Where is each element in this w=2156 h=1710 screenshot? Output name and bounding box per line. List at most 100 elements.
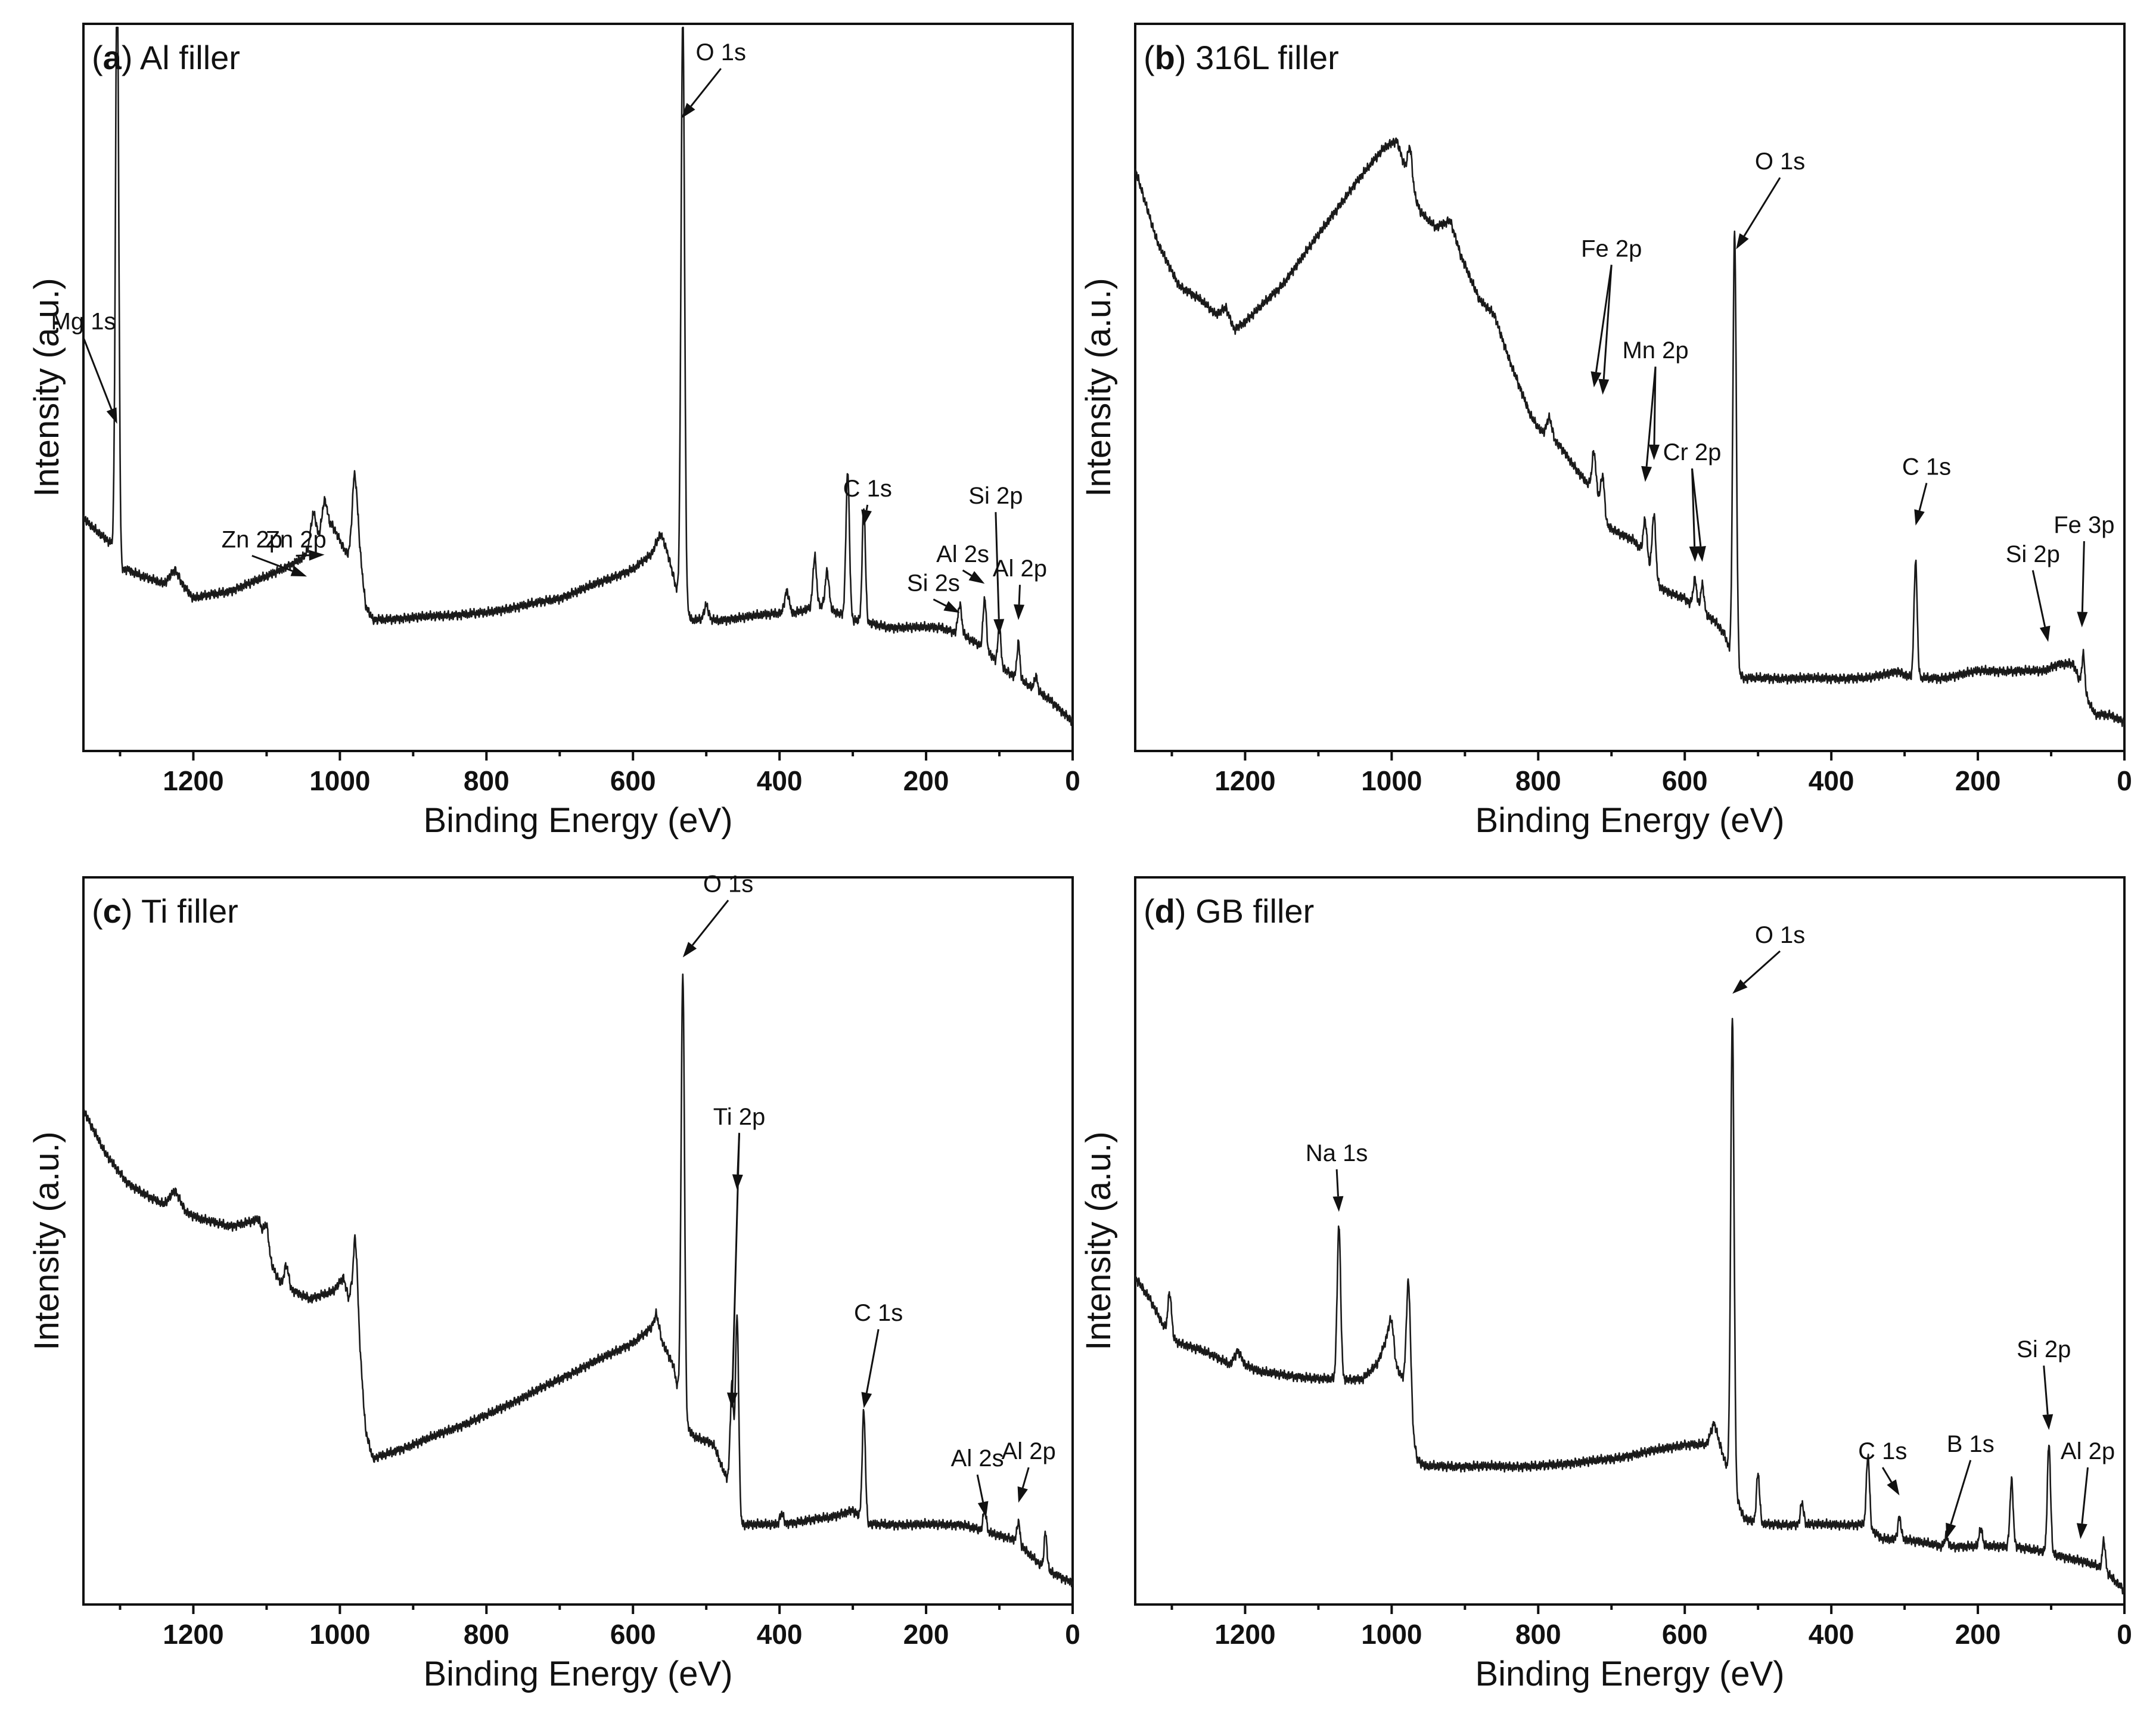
peak-label: Al 2s [951,1445,1004,1472]
peak-arrow [1743,177,1781,237]
peak-arrow-head [1017,1486,1028,1503]
panel-title-open: ( [1144,892,1155,930]
peak-arrow [1691,468,1702,547]
peak-arrow [1602,265,1613,380]
panel-title-open: ( [92,39,103,76]
peak-arrow-head [1014,604,1025,620]
x-tick-label: 800 [464,1619,510,1650]
plot-frame [1134,876,2126,1606]
x-tick-label: 1200 [163,1619,223,1650]
peak-arrow [1595,265,1613,373]
plot-frame [82,876,1074,1606]
peak-arrow-head [1914,509,1925,526]
peak-label: Fe 3p [2054,512,2114,538]
peak-arrow-head [1695,545,1706,562]
peak-label: Mg 1s [51,308,116,334]
peak-arrow [976,1474,984,1503]
peak-arrow [1021,1467,1030,1488]
x-tick-label: 0 [2117,1619,2132,1650]
peak-arrow-head [943,601,960,613]
panel-title-text: ) Ti filler [122,892,238,930]
chart-panel-b: 1200 1000 800 600 400 200 0 Binding Energy (eV)… [1079,23,2132,840]
peak-label: Ti 2p [713,1104,765,1130]
peak-arrow-head [681,103,695,119]
x-axis-label: Binding Energy (eV) [1475,1655,1784,1693]
x-tick-label: 200 [1955,765,2001,796]
panel-letter: a [103,39,122,76]
chart-panel-d: 1200 1000 800 600 400 200 0 Binding Energy (eV)… [1079,876,2132,1693]
x-tick-label: 1000 [309,765,370,796]
peak-arrow [2081,541,2085,612]
plot-frame [1134,23,2126,752]
panel-title: (c) Ti filler [92,892,238,930]
peak-arrow-head [861,1392,872,1408]
peak-arrow-head [1641,465,1652,482]
peak-label: Si 2p [968,483,1023,509]
peak-arrow [1950,1460,1972,1525]
peak-label: Al 2s [936,541,989,567]
x-tick-label: 1200 [1214,765,1275,796]
peak-arrow-head [2039,625,2051,642]
peak-arrow [690,68,722,107]
x-tick-label: 800 [1515,765,1561,796]
panel-title-open: ( [1144,39,1155,76]
peak-arrow-head [968,571,985,584]
panel-title-text: ) Al filler [122,39,240,76]
peak-arrow-head [682,942,697,958]
x-tick-label: 0 [1065,1619,1080,1650]
peak-arrow [82,337,113,410]
peak-arrow [2031,570,2046,627]
x-tick-label: 0 [2117,765,2132,796]
peak-arrow-head [1590,371,1602,387]
x-tick-label: 1000 [1361,1619,1422,1650]
peak-arrow [691,899,729,946]
peak-arrow [995,512,1000,619]
peak-arrow [865,1329,880,1394]
peak-arrow-head [1598,378,1610,395]
x-axis-label: Binding Energy (eV) [423,801,732,840]
plot-frame [82,23,1074,752]
y-axis-label: Intensity (a.u.) [27,278,66,496]
x-tick-label: 1000 [1361,765,1422,796]
peak-arrow [1653,367,1657,445]
peak-arrow [2043,1365,2049,1415]
peak-label: Al 2p [2061,1438,2115,1464]
y-axis-label: Intensity (a.u.) [1079,1131,1118,1350]
spectrum-line [1134,137,2126,727]
peak-label: Mn 2p [1622,337,1688,364]
peak-arrow-head [2077,612,2088,628]
peak-arrow-head [726,1392,738,1408]
peak-arrow [933,598,947,607]
peak-arrow [962,569,973,577]
x-tick-label: 200 [903,765,949,796]
x-axis-label: Binding Energy (eV) [423,1655,732,1693]
x-tick-label: 400 [757,1619,803,1650]
peak-arrow [1918,483,1928,511]
peak-arrow-head [861,509,872,526]
chart-panel-c: 1200 1000 800 600 400 200 0 Binding Energy (eV)… [27,871,1080,1693]
panel-title: (a) Al filler [92,39,240,76]
peak-arrow-head [1736,233,1749,250]
peak-label: C 1s [1902,454,1951,480]
peak-arrow-head [993,619,1005,635]
peak-arrow [1018,585,1021,605]
panel-title: (b) 316L filler [1144,39,1339,76]
peak-label: O 1s [1755,148,1805,175]
peak-label: C 1s [854,1300,903,1326]
x-tick-label: 0 [1065,765,1080,796]
x-tick-label: 1200 [1214,1619,1275,1650]
x-tick-label: 1200 [163,765,223,796]
peak-label: Si 2p [2017,1336,2071,1363]
peak-arrow-head [977,1501,989,1517]
x-tick-label: 600 [610,765,656,796]
peak-arrow-head [2042,1414,2054,1430]
peak-arrow-head [1946,1522,1956,1540]
chart-panel-a: 1200 1000 800 600 400 200 0 Binding Energy (eV)… [27,23,1080,840]
peak-arrow-head [1732,979,1748,994]
x-tick-label: 600 [1662,765,1708,796]
peak-arrow [1645,367,1657,467]
x-tick-label: 600 [610,1619,656,1650]
peak-label: Cr 2p [1663,439,1722,465]
peak-label: O 1s [703,871,753,897]
